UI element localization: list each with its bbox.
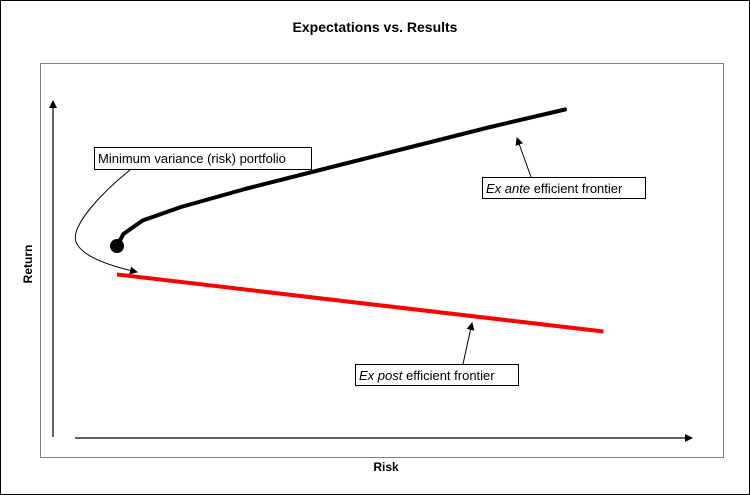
ex-ante-frontier-line [115,107,567,248]
ex-post-rest-text: efficient frontier [402,368,495,383]
min-variance-callout-label: Minimum variance (risk) portfolio [98,151,286,166]
plot-area [40,63,724,458]
min-variance-point [110,239,124,253]
ex-post-callout-box [355,364,519,386]
min-variance-callout-arrow [74,169,138,275]
ex-ante-italic-text: Ex ante [486,181,530,196]
ex-ante-callout-label: Ex ante efficient frontier [486,181,623,196]
chart-title: Expectations vs. Results [293,19,458,35]
x-axis-title: Risk [373,460,399,474]
y-axis-title: Return [21,245,35,284]
min-variance-callout-box [94,147,312,170]
ex-post-callout-arrow [462,322,475,365]
ex-post-italic-text: Ex post [359,368,404,383]
ex-ante-callout-box [482,177,646,199]
ex-ante-rest-text: efficient frontier [530,181,623,196]
ex-post-callout-label: Ex post efficient frontier [359,368,495,383]
ex-post-frontier-line [116,272,604,334]
ex-ante-callout-arrow [515,137,532,178]
